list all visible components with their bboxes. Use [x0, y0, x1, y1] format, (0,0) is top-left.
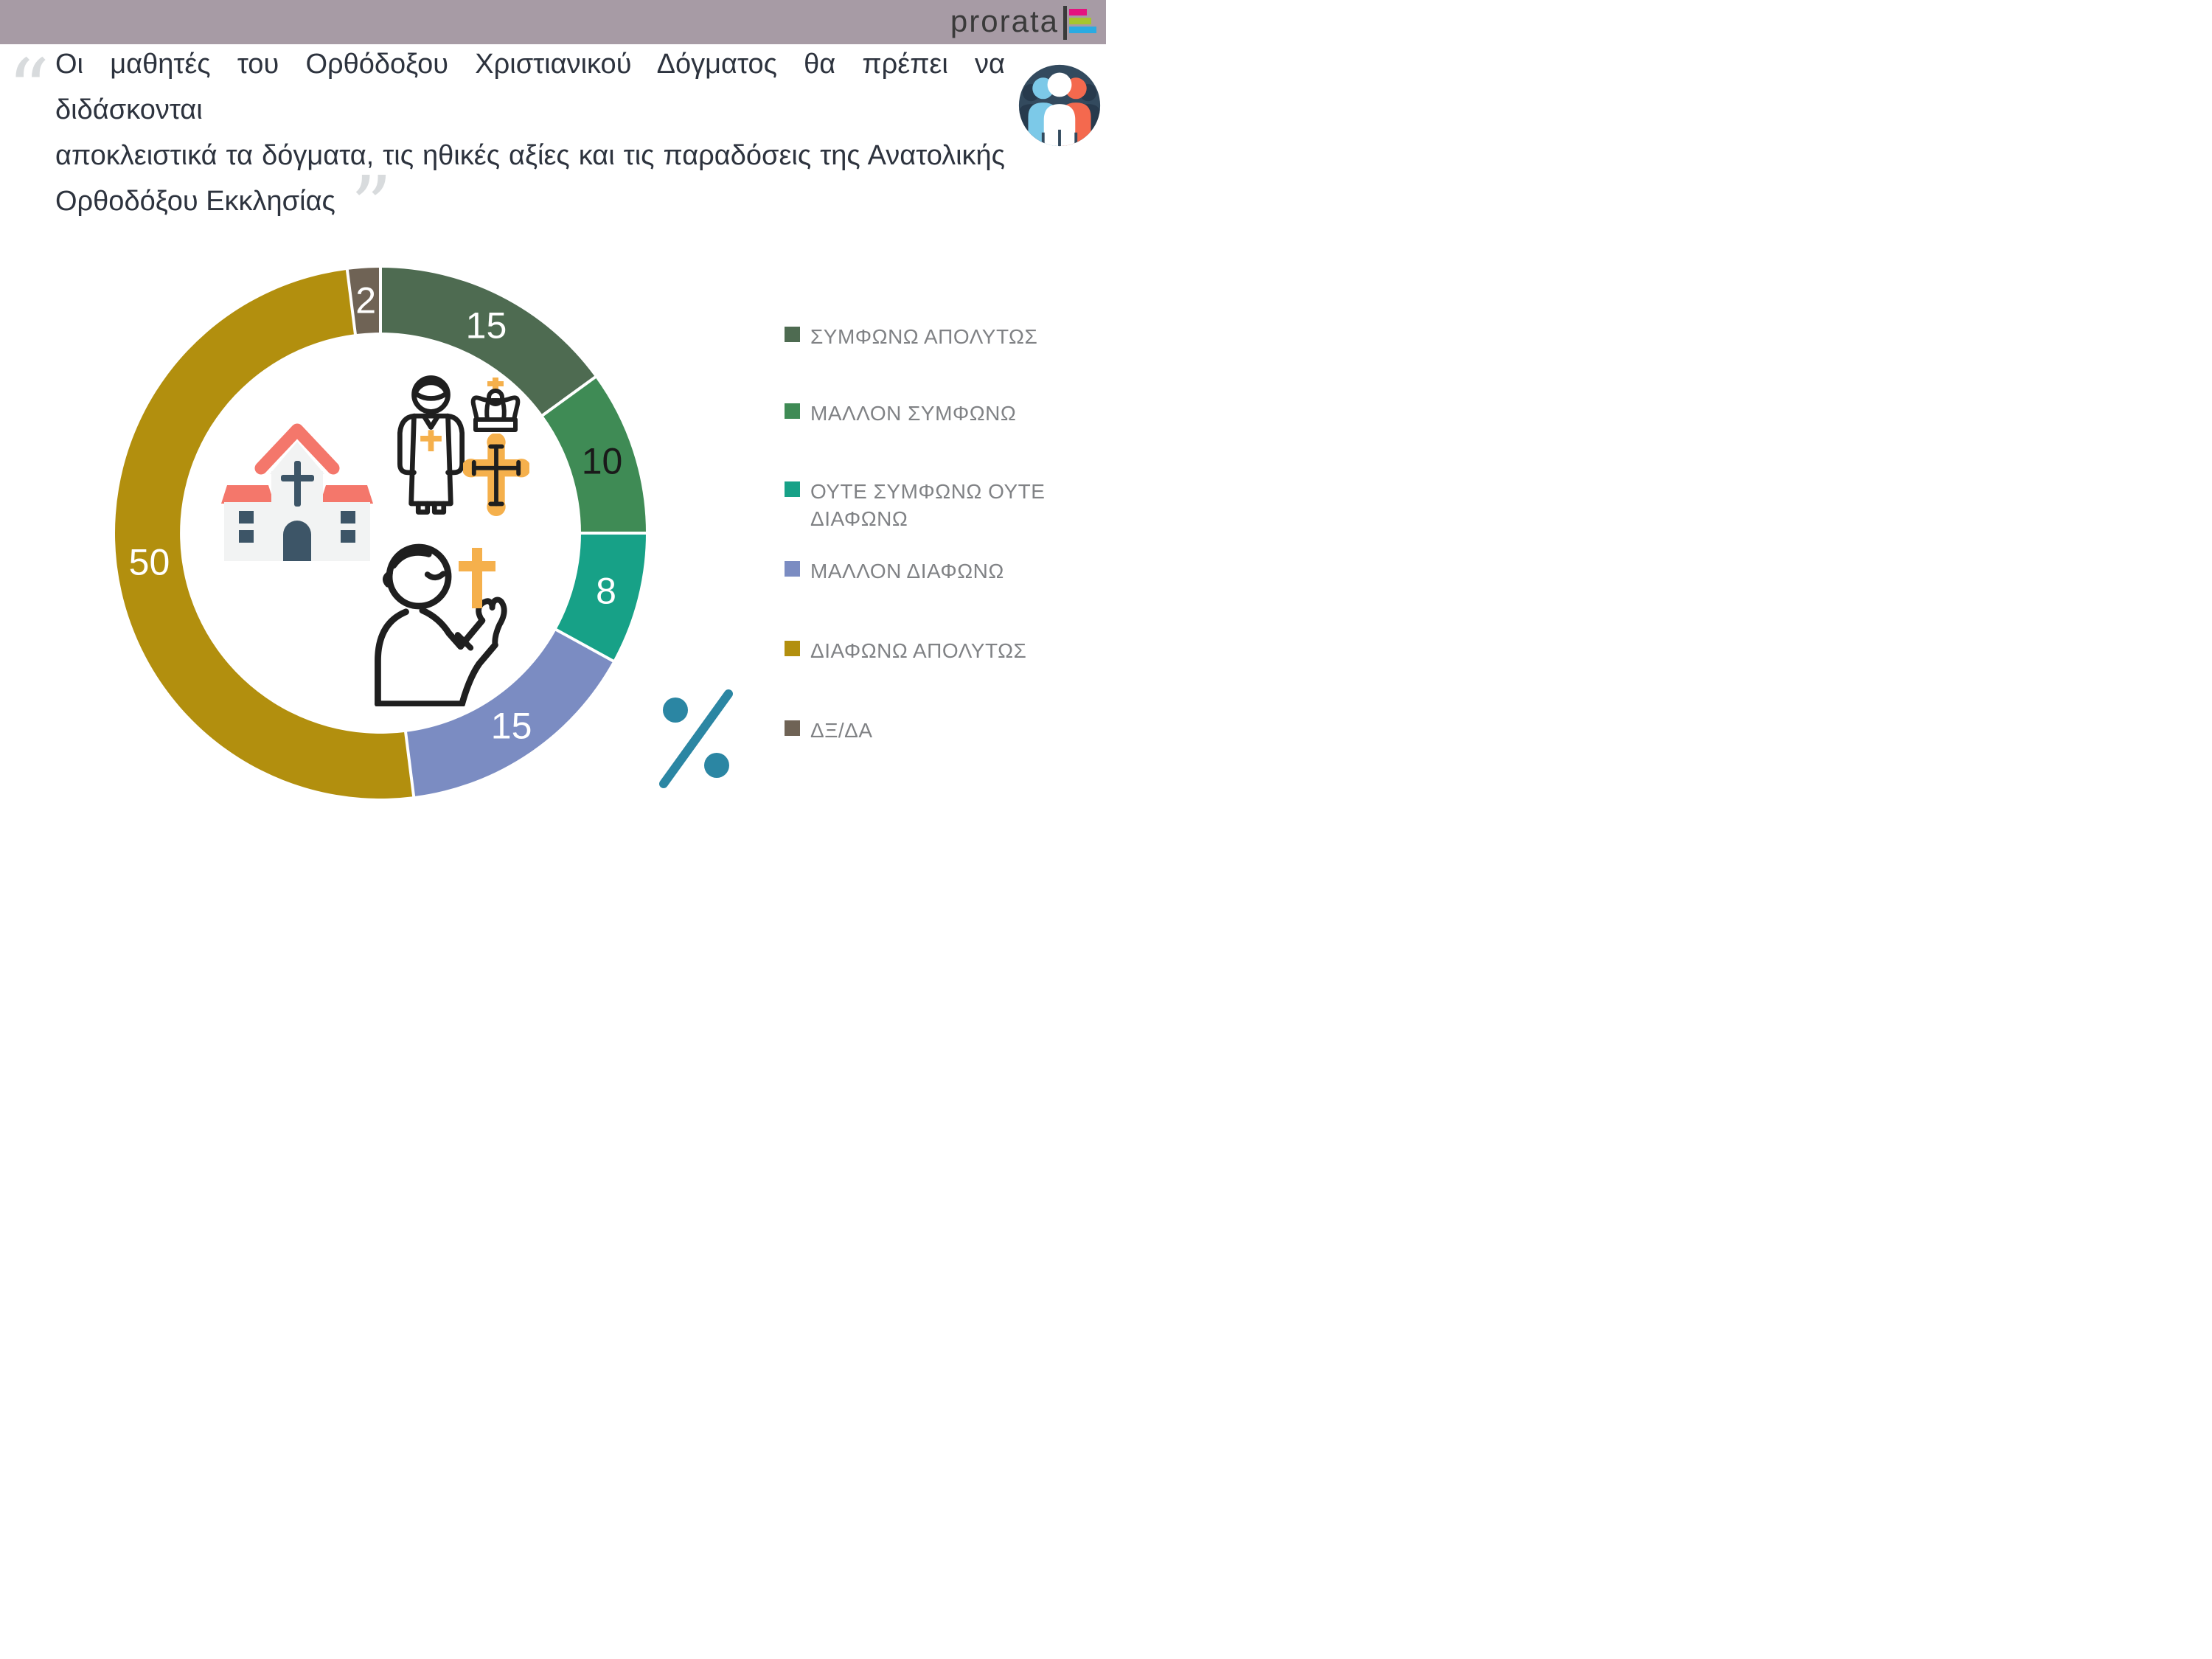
quote-line-1: Οι μαθητές του Ορθόδοξου Χριστιανικού Δό…: [55, 49, 1005, 125]
legend-swatch: [785, 327, 800, 342]
legend-label: ΜΑΛΛΟΝ ΣΥΜΦΩΝΩ: [810, 402, 1017, 425]
legend-item: ΜΑΛΛΟΝ ΣΥΜΦΩΝΩ: [785, 400, 1076, 427]
segment-separator: [540, 375, 598, 418]
legend-swatch: [785, 641, 800, 656]
legend-swatch: [785, 720, 800, 736]
praying-person-icon: [361, 537, 509, 710]
legend-item: ΔΙΑΦΩΝΩ ΑΠΟΛΥΤΩΣ: [785, 637, 1076, 664]
legend-item: ΟΥΤΕ ΣΥΜΦΩΝΩ ΟΥΤΕ ΔΙΑΦΩΝΩ: [785, 478, 1076, 532]
donut-segment-0: [380, 268, 596, 416]
donut-segment-value-3: 15: [491, 705, 532, 746]
segment-separator: [345, 268, 358, 337]
legend-swatch: [785, 561, 800, 577]
legend-item: ΣΥΜΦΩΝΩ ΑΠΟΛΥΤΩΣ: [785, 323, 1076, 350]
people-group-icon: [1017, 63, 1102, 148]
legend-swatch: [785, 403, 800, 419]
question-quote: Οι μαθητές του Ορθόδοξου Χριστιανικού Δό…: [55, 41, 1005, 255]
open-quote-icon: “: [7, 42, 50, 138]
legend-label: ΣΥΜΦΩΝΩ ΑΠΟΛΥΤΩΣ: [810, 325, 1038, 348]
donut-segment-1: [543, 377, 646, 533]
logo-text: prorata: [950, 4, 1059, 38]
donut-segment-3: [406, 630, 613, 797]
donut-chart: 15 10 8 15 50 2: [108, 260, 653, 806]
donut-segment-value-0: 15: [466, 305, 507, 346]
legend-label: ΟΥΤΕ ΣΥΜΦΩΝΩ ΟΥΤΕ ΔΙΑΦΩΝΩ: [810, 480, 1046, 530]
legend-label: ΔΞ/ΔΑ: [810, 719, 873, 742]
quote-line-3: Ορθοδόξου Εκκλησίας”: [55, 159, 393, 255]
donut-segment-value-5: 2: [355, 280, 376, 321]
donut-segment-4: [115, 269, 414, 799]
priest-icon: [389, 372, 473, 520]
legend-label: ΔΙΑΦΩΝΩ ΑΠΟΛΥΤΩΣ: [810, 639, 1027, 662]
logo-bar-pink: [1069, 9, 1087, 15]
legend-swatch: [785, 481, 800, 497]
legend-item: ΔΞ/ΔΑ: [785, 717, 1076, 744]
logo-bar-blue: [1069, 27, 1096, 33]
bar-chart-logo-icon: [1063, 4, 1099, 44]
header-bar: [0, 0, 1106, 44]
logo-bar-green: [1069, 18, 1091, 24]
segment-separator: [553, 627, 616, 664]
donut-segment-value-2: 8: [596, 571, 616, 612]
cross-icon: [459, 548, 495, 612]
donut-segment-5: [347, 268, 380, 335]
donut-segment-value-1: 10: [582, 440, 623, 481]
orthodox-cross-icon: [462, 433, 531, 520]
donut-segment-2: [556, 533, 646, 661]
prorata-logo: prorata: [950, 1, 1099, 44]
segment-separator: [403, 729, 416, 799]
legend-label: ΜΑΛΛΟΝ ΔΙΑΦΩΝΩ: [810, 560, 1004, 582]
logo-axis-bar: [1063, 6, 1067, 40]
donut-segment-value-4: 50: [129, 542, 170, 583]
church-icon: [220, 415, 375, 570]
quote-line-2: αποκλειστικά τα δόγματα, τις ηθικές αξίε…: [55, 140, 1005, 171]
percent-icon: [658, 689, 734, 789]
legend-item: ΜΑΛΛΟΝ ΔΙΑΦΩΝΩ: [785, 557, 1076, 585]
slide: prorata “ Οι μαθητές του Ορθόδοξου Χριστ…: [0, 0, 1106, 830]
crown-icon: [465, 378, 526, 449]
